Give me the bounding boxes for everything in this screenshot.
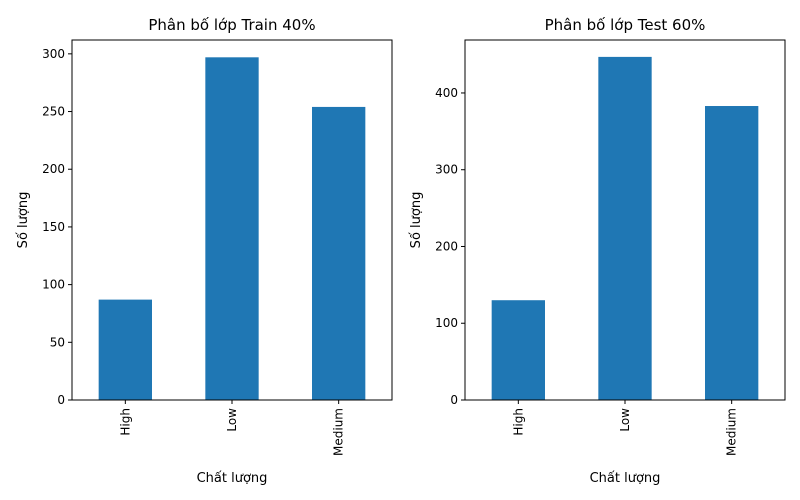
y-tick-label: 200 — [42, 162, 65, 176]
x-tick-label-low: Low — [618, 408, 632, 432]
bar-medium — [705, 106, 759, 401]
bar-high — [98, 299, 152, 400]
y-tick-label: 300 — [435, 163, 458, 177]
x-axis-label: Chất lượng — [197, 471, 268, 486]
y-tick-label: 0 — [450, 393, 458, 407]
y-tick-label: 250 — [42, 105, 65, 119]
x-tick-label-low: Low — [225, 408, 239, 432]
y-tick-label: 50 — [50, 335, 65, 349]
x-tick-label-medium: Medium — [332, 408, 346, 456]
bar-low — [598, 56, 652, 400]
bar-low — [205, 57, 259, 401]
chart-title: Phân bố lớp Train 40% — [148, 16, 315, 34]
y-tick-label: 100 — [435, 316, 458, 330]
y-tick-label: 100 — [42, 278, 65, 292]
chart-test: 0 100 200 300 400 High Low Medium Phân bố lớp Te… — [409, 16, 786, 486]
x-tick-label-high: High — [118, 408, 132, 436]
x-tick-label-high: High — [511, 408, 525, 436]
chart-title: Phân bố lớp Test 60% — [545, 16, 706, 34]
bar-high — [491, 300, 545, 400]
y-tick-label: 200 — [435, 239, 458, 253]
y-axis-label: Số lượng — [16, 192, 31, 249]
chart-train: 0 50 100 150 200 250 300 High Low Medium Phân bố l… — [16, 16, 393, 486]
y-tick-label: 300 — [42, 47, 65, 61]
x-tick-label-medium: Medium — [725, 408, 739, 456]
x-axis-label: Chất lượng — [590, 471, 661, 486]
y-tick-label: 150 — [42, 220, 65, 234]
y-axis-label: Số lượng — [409, 192, 424, 249]
bar-medium — [312, 106, 366, 400]
y-tick-label: 400 — [435, 86, 458, 100]
y-tick-label: 0 — [57, 393, 65, 407]
